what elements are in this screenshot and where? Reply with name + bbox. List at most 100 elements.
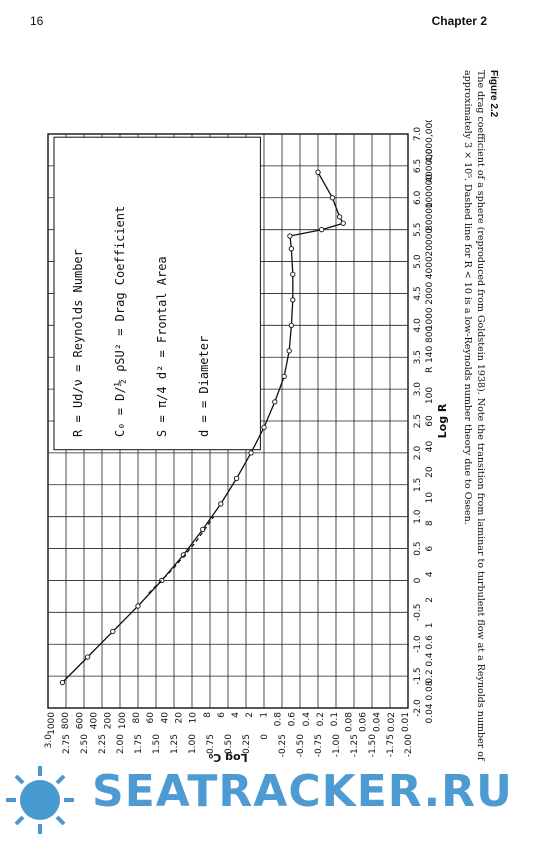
log-cd-tick-label: 0.50 <box>224 734 234 754</box>
cd-tick-label: 0.6 <box>288 712 298 727</box>
cd-tick-label: 8 <box>203 712 213 718</box>
cd-tick-label: 80 <box>132 712 142 724</box>
r-tick-label: 4 <box>425 571 435 577</box>
data-point <box>290 297 296 303</box>
data-point <box>261 424 267 431</box>
data-point <box>329 195 336 201</box>
data-point <box>286 348 292 354</box>
r-tick-label: 40 <box>425 441 435 453</box>
cd-tick-label: 60 <box>146 712 156 724</box>
cd-tick-label: 0.04 <box>373 712 383 732</box>
cd-tick-label: 0.06 <box>359 712 369 732</box>
watermark-text: SEATRACKER.RU <box>92 766 513 817</box>
figure: -2.0 -1.5 -1.0 -0.5 0 0.5 1.0 1.5 2.0 2.5 3.0 3.5 4.… <box>30 120 450 770</box>
watermark: SEATRACKER.RU <box>0 760 549 854</box>
cd-tick-label: 1 <box>259 712 269 718</box>
r-tick-label: 100000 <box>425 174 435 209</box>
drag-curve <box>61 171 345 683</box>
cd-tick-label: 40 <box>160 712 170 724</box>
data-point <box>340 220 346 226</box>
r-tick-label: 0.4 0.6 <box>425 635 435 667</box>
r-tick-label: 10 <box>425 492 435 504</box>
r-tick-label: 2 <box>425 597 435 603</box>
log-r-tick-label: 5.5 <box>413 223 423 237</box>
r-tick-label: 4,000,000 <box>425 120 435 163</box>
r-tick-label: 20 <box>425 466 435 478</box>
log-cd-tick-label: 2.50 <box>80 734 90 754</box>
cd-tick-label: 0.01 <box>401 712 411 732</box>
log-cd-tick-label: 1.50 <box>152 734 162 754</box>
r-tick-label: 20000 <box>425 228 435 257</box>
r-tick-label: 60 <box>425 415 435 427</box>
cd-tick-label: 800 <box>61 712 71 729</box>
data-point <box>281 373 287 380</box>
log-cd-tick-label: -1.00 <box>332 734 342 758</box>
legend-box <box>53 136 261 451</box>
cd-tick-label: 0.08 <box>344 712 354 732</box>
cd-tick-label: 1000 <box>47 712 57 735</box>
log-r-tick-label: 3.0 <box>413 382 423 397</box>
drag-coefficient-chart: -2.0-1.5-1.0-0.500.51.01.52.02.53.03.54.… <box>44 120 449 764</box>
log-cd-tick-label: 0 <box>260 734 270 740</box>
log-cd-tick-label: -1.25 <box>350 734 360 757</box>
log-r-tick-label: 6.5 <box>413 159 423 173</box>
cd-tick-label: 10 <box>189 712 199 724</box>
log-r-tick-label: 3.5 <box>413 350 423 364</box>
log-cd-tick-label: 0.75 <box>206 734 216 754</box>
y-axis-title: Log C₀ <box>208 751 247 764</box>
log-cd-tick-label: 1.25 <box>170 734 180 754</box>
data-point <box>287 233 293 239</box>
log-cd-tick-label: 2.75 <box>62 734 72 754</box>
data-point <box>315 169 321 175</box>
log-r-tick-label: 2.0 <box>413 445 423 460</box>
r-tick-label: 140 800 <box>425 325 435 362</box>
cd-tick-label: 100 <box>118 712 128 729</box>
log-cd-tick-label: 2.25 <box>98 734 108 754</box>
log-cd-tick-label: 1.00 <box>188 734 198 754</box>
log-cd-tick-label: -0.50 <box>296 734 306 758</box>
r-tick-label: 0.04 0.08 <box>425 680 435 723</box>
r-tick-label: 6 <box>425 546 435 552</box>
log-cd-tick-label: 2.00 <box>116 734 126 754</box>
log-r-tick-label: 2.5 <box>413 414 423 428</box>
log-cd-tick-label: -0.75 <box>314 734 324 757</box>
r-tick-label: 80000 <box>425 202 435 231</box>
log-r-tick-label: 5.0 <box>413 254 423 269</box>
cd-tick-label: 600 <box>75 712 85 729</box>
data-point <box>218 501 224 507</box>
data-point <box>110 628 116 635</box>
log-r-tick-label: -2.0 <box>413 699 423 717</box>
data-point <box>233 475 240 482</box>
log-r-tick-label: 1.5 <box>413 478 423 492</box>
data-point <box>59 679 66 686</box>
r-tick-label: 1000 <box>425 307 435 330</box>
data-point <box>290 271 296 277</box>
r-tick-label: 0.2 <box>425 669 435 683</box>
log-cd-tick-label: 1.75 <box>134 734 144 754</box>
log-cd-tick-label: 0.25 <box>242 734 252 754</box>
log-cd-tick-label: -0.25 <box>278 734 288 757</box>
figure-label: Figure 2.2 <box>488 70 499 118</box>
data-point <box>336 214 343 220</box>
log-cd-tick-label: -1.50 <box>368 734 378 758</box>
log-r-tick-label: 4.0 <box>413 318 423 333</box>
log-r-tick-label: 0 <box>413 577 423 583</box>
log-cd-tick-label: 3.0 <box>44 734 54 749</box>
r-tick-label: 400000 <box>425 148 435 183</box>
r-tick-label: 8 <box>425 520 435 526</box>
r-tick-label: 4000 <box>425 256 435 279</box>
r-tick-label: 100 <box>425 387 435 404</box>
figure-caption: Figure 2.2 The drag coefficient of a sph… <box>420 70 500 790</box>
log-r-tick-label: -1.5 <box>413 667 423 685</box>
r-tick-label: 2000 <box>425 282 435 305</box>
legend-entry: C₀ = D/½ ρSU² = Drag Coefficient <box>113 206 127 437</box>
sun-logo-icon <box>6 766 74 834</box>
cd-tick-label: 400 <box>89 712 99 729</box>
data-point <box>84 654 91 660</box>
oseen-theory-line <box>148 516 215 594</box>
log-r-tick-label: 7.0 <box>413 127 423 142</box>
cd-tick-label: 20 <box>174 712 184 724</box>
chapter-title: Chapter 2 <box>431 14 487 28</box>
log-r-tick-label: 1.0 <box>413 509 423 524</box>
cd-tick-label: 0.02 <box>387 712 397 732</box>
